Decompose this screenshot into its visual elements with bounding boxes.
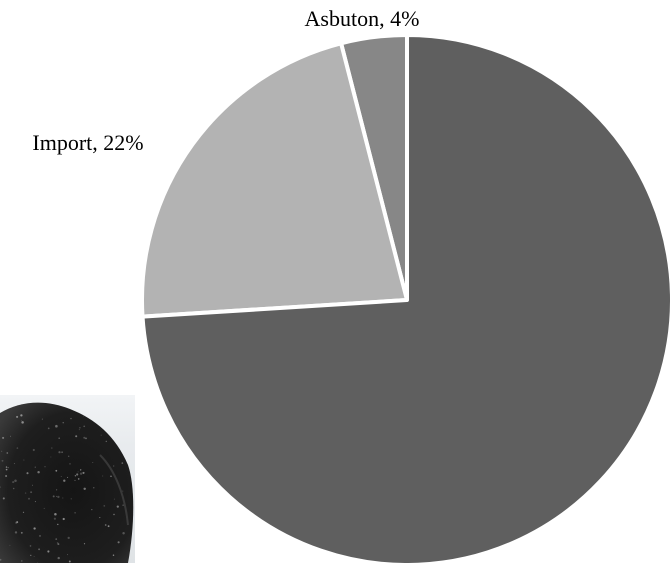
- pie-slices: [140, 33, 670, 563]
- pie-slice-import: [140, 41, 409, 319]
- pie-labels: Asbuton, 4% Import, 22%: [32, 6, 419, 155]
- asphalt-granules-photo: [0, 395, 135, 563]
- pie-label-import: Import, 22%: [32, 130, 143, 155]
- pie-label-asbuton: Asbuton, 4%: [305, 6, 420, 31]
- pie-slice-other: [140, 33, 670, 563]
- granules-image: [0, 402, 134, 563]
